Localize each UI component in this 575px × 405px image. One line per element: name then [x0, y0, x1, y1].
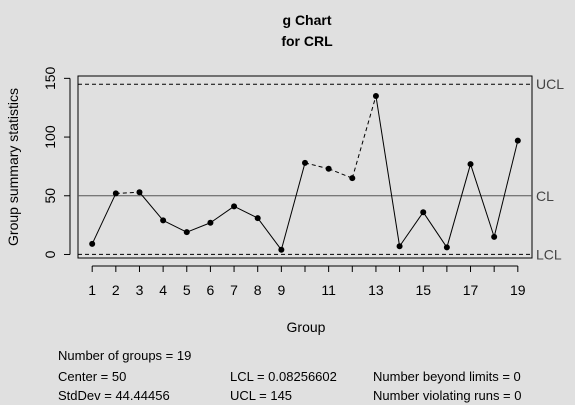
data-point: [254, 215, 261, 222]
data-point: [160, 217, 167, 224]
x-tick-label: 7: [230, 282, 238, 298]
x-tick-label: 1: [88, 282, 96, 298]
data-point: [396, 243, 403, 250]
data-point: [349, 175, 356, 182]
stats-violating-runs: Number violating runs = 0: [373, 388, 522, 403]
y-axis: 0 50 100 150: [42, 66, 71, 258]
plot-area: [77, 75, 533, 259]
series-segment: [304, 162, 329, 170]
data-point: [325, 165, 332, 172]
series-segment: [186, 222, 211, 233]
x-tick-label: 17: [463, 282, 479, 298]
stats-number-of-groups: Number of groups = 19: [58, 348, 192, 363]
series-segment: [91, 193, 117, 245]
series-segment: [375, 95, 401, 247]
stats-ucl: UCL = 145: [230, 388, 293, 403]
data-point: [278, 246, 285, 253]
stats-stddev: StdDev = 44.44456: [58, 388, 170, 403]
chart-title-line1: g Chart: [283, 12, 332, 28]
series-segment: [470, 163, 495, 238]
center-label: CL: [536, 188, 554, 204]
data-point: [183, 229, 190, 236]
series-segment: [162, 219, 187, 233]
series-segment: [399, 211, 424, 247]
x-tick-label: 3: [136, 282, 144, 298]
x-tick-label: 4: [159, 282, 167, 298]
series-segment: [115, 191, 140, 194]
data-point: [420, 209, 427, 216]
series-segment: [351, 95, 377, 179]
y-axis-label: Group summary statistics: [5, 88, 21, 246]
y-tick-label: 100: [42, 125, 58, 149]
data-point: [491, 233, 498, 240]
y-tick-label: 150: [42, 66, 58, 90]
control-limit-lines: UCL CL LCL: [78, 76, 564, 262]
series-segment: [280, 162, 306, 250]
lcl-label: LCL: [536, 246, 562, 262]
data-point: [207, 219, 214, 226]
x-tick-label: 15: [415, 282, 431, 298]
series-segment: [422, 211, 448, 248]
x-axis: 1 2 3 4 5 6 7 8 9 11 13 15 17 19: [88, 265, 526, 298]
stats-lcl: LCL = 0.08256602: [230, 369, 337, 384]
series-segment: [210, 205, 235, 224]
series-segment: [257, 217, 282, 251]
x-tick-label: 6: [207, 282, 215, 298]
data-point: [112, 190, 119, 197]
x-tick-label: 9: [277, 282, 285, 298]
x-axis-label: Group: [287, 319, 326, 335]
series-segment: [233, 205, 258, 219]
data-point: [302, 159, 308, 166]
data-point: [514, 137, 521, 144]
series-segment: [328, 168, 353, 179]
x-tick-label: 13: [368, 282, 384, 298]
data-point: [467, 161, 474, 168]
x-tick-label: 5: [183, 282, 191, 298]
data-point: [372, 92, 379, 99]
chart-title-line2: for CRL: [281, 33, 333, 49]
data-point: [136, 189, 143, 196]
y-tick-label: 50: [42, 188, 58, 204]
x-tick-label: 19: [510, 282, 526, 298]
data-point: [443, 244, 450, 251]
y-tick-label: 0: [42, 250, 58, 258]
series-lines: [91, 95, 519, 251]
stats-beyond-limits: Number beyond limits = 0: [373, 369, 521, 384]
ucl-label: UCL: [536, 76, 564, 92]
data-point: [89, 240, 96, 247]
x-tick-label: 11: [321, 282, 336, 298]
series-segment: [139, 191, 164, 221]
series-segment: [493, 140, 519, 237]
x-tick-label: 8: [254, 282, 262, 298]
series-segment: [446, 163, 472, 248]
data-point: [231, 203, 238, 210]
stats-center: Center = 50: [58, 369, 127, 384]
x-tick-label: 2: [112, 282, 120, 298]
series-points: [89, 92, 521, 253]
